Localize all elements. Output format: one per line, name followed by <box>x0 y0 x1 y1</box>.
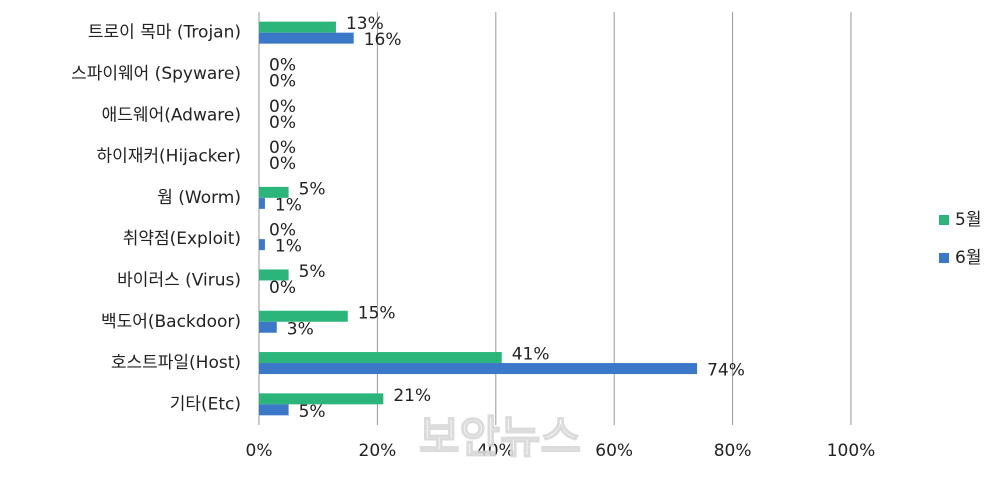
value-label: 21% <box>393 386 431 406</box>
value-label: 0% <box>269 55 296 75</box>
value-label: 5% <box>299 262 326 282</box>
y-tick-label: 기타(Etc) <box>170 394 241 414</box>
bar <box>259 186 289 198</box>
value-label: 1% <box>275 195 302 215</box>
value-label: 0% <box>269 154 296 174</box>
bar <box>259 352 502 364</box>
bar <box>259 32 354 44</box>
y-tick-label: 트로이 목마 (Trojan) <box>88 23 241 43</box>
bar <box>259 363 698 375</box>
y-tick-label: 백도어(Backdoor) <box>101 312 241 332</box>
x-tick-label: 20% <box>359 441 397 461</box>
value-label: 3% <box>287 319 314 339</box>
x-tick-label: 0% <box>246 441 273 461</box>
x-tick-label: 60% <box>595 441 633 461</box>
watermark: 보안뉴스 <box>419 412 581 463</box>
y-tick-label: 바이러스 (Virus) <box>117 270 241 290</box>
y-tick-label: 애드웨어(Adware) <box>102 105 241 125</box>
y-tick-label: 웜 (Worm) <box>157 188 241 208</box>
bar <box>259 393 384 405</box>
y-tick-label: 하이재커(Hijacker) <box>96 147 241 167</box>
bar <box>259 310 348 322</box>
value-label: 41% <box>512 345 550 365</box>
bar <box>259 197 265 209</box>
y-tick-label: 취약점(Exploit) <box>123 229 241 249</box>
legend-label: 6월 <box>955 248 981 268</box>
x-tick-label: 100% <box>827 441 876 461</box>
bar <box>259 269 289 281</box>
value-label: 5% <box>299 179 326 199</box>
bar <box>259 239 265 251</box>
x-tick-label: 80% <box>714 441 752 461</box>
value-label: 1% <box>275 237 302 257</box>
value-label: 13% <box>346 14 384 34</box>
value-label: 0% <box>269 138 296 158</box>
legend-swatch <box>939 253 949 263</box>
y-tick-label: 스파이웨어 (Spyware) <box>71 64 241 84</box>
value-label: 0% <box>269 221 296 241</box>
value-label: 5% <box>299 402 326 422</box>
bar <box>259 321 277 333</box>
y-tick-label: 호스트파일(Host) <box>111 353 241 373</box>
value-label: 16% <box>364 30 402 50</box>
legend-label: 5월 <box>955 210 981 230</box>
value-label: 0% <box>269 71 296 91</box>
value-label: 0% <box>269 278 296 298</box>
value-label: 74% <box>707 361 745 381</box>
legend-swatch <box>939 215 949 225</box>
x-tick-label: 40% <box>477 441 515 461</box>
bar <box>259 404 289 416</box>
value-label: 15% <box>358 303 396 323</box>
bar <box>259 21 336 33</box>
value-label: 0% <box>269 97 296 117</box>
value-label: 0% <box>269 113 296 133</box>
